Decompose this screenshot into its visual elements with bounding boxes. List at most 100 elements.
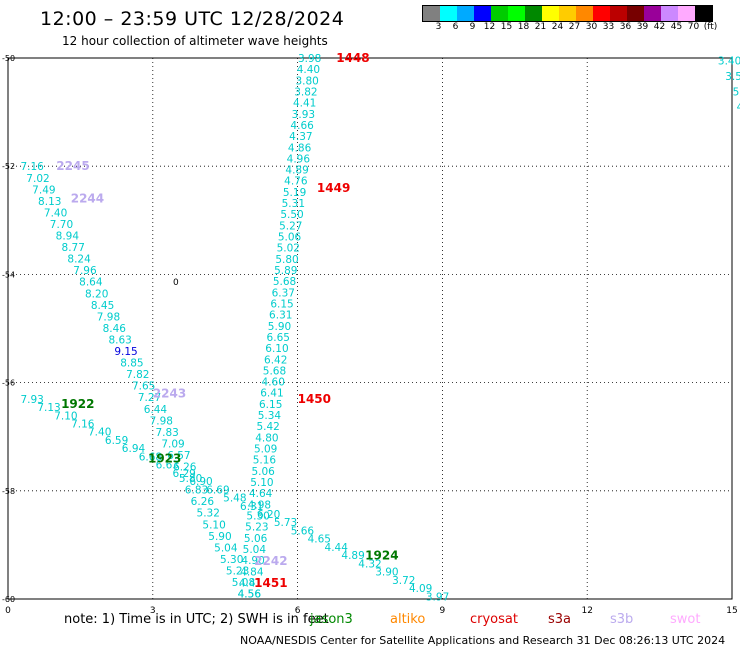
pass-time-label: 1924 xyxy=(365,549,398,563)
wave-height-value: 5.89 xyxy=(274,265,297,277)
wave-height-value: 6.41 xyxy=(260,388,283,400)
wave-height-value: 5.04 xyxy=(214,542,238,554)
wave-height-value: 4.60 xyxy=(262,377,285,389)
legend-label: 6 xyxy=(452,22,459,32)
wave-height-value: 3.82 xyxy=(294,86,317,98)
wave-height-value: 3.97 xyxy=(426,591,449,603)
wave-height-value: 4.98 xyxy=(248,499,271,511)
wave-height-value: 5.90 xyxy=(268,321,291,333)
wave-height-value: 5.16 xyxy=(253,455,277,467)
legend-swatch xyxy=(559,6,576,21)
wave-height-value: 7.98 xyxy=(150,415,173,427)
wave-height-value: 6.63 xyxy=(156,460,179,472)
wave-height-value: 5.27 xyxy=(279,220,302,232)
wave-height-value: 5.66 xyxy=(291,525,315,537)
wave-height-value: 6.44 xyxy=(144,404,168,416)
wave-height-value: 4.96 xyxy=(287,153,311,165)
wave-height-value: 5.34 xyxy=(258,410,282,422)
wave-height-value: 5.09 xyxy=(254,444,277,456)
legend-swatch xyxy=(491,6,508,21)
wave-height-value: 8.13 xyxy=(38,196,61,208)
wave-height-value: 7.49 xyxy=(32,184,55,196)
wave-height-value: 4.56 xyxy=(238,589,262,601)
wave-height-value: 7.98 xyxy=(97,311,120,323)
wave-height-value: 5.23 xyxy=(226,565,249,577)
wave-height-value: 6.26 xyxy=(173,462,197,474)
wave-height-value: 7.40 xyxy=(88,427,111,439)
wave-height-value: 6.10 xyxy=(265,343,288,355)
wave-height-value: 4.89 xyxy=(285,165,308,177)
legend-swatch xyxy=(644,6,661,21)
wave-height-value: 8.63 xyxy=(108,334,131,346)
wave-height-value: 5.02 xyxy=(277,243,300,255)
legend-swatch xyxy=(593,6,610,21)
lat-tick-label: -60 xyxy=(2,595,15,604)
wave-height-value: 6.42 xyxy=(264,354,287,366)
lat-tick-label: -50 xyxy=(2,54,15,63)
wave-height-value: 4.90 xyxy=(241,555,264,567)
wave-height-value: 6.57 xyxy=(167,450,190,462)
wave-height-value: 7.65 xyxy=(132,381,155,393)
mission-label-swot: swot xyxy=(670,612,701,627)
legend-label: 33 xyxy=(602,22,615,32)
pass-time-label: 2243 xyxy=(153,386,186,400)
wave-height-value: 4.56 xyxy=(238,589,262,601)
wave-height-value: 3.40 xyxy=(718,56,740,68)
wave-height-value: 8.20 xyxy=(85,288,108,300)
wave-height-value: 4.41 xyxy=(293,98,316,110)
wave-height-value: 5.08 xyxy=(232,577,255,589)
wave-height-value: 4.41 xyxy=(239,577,262,589)
wave-height-value: 5.30 xyxy=(246,510,269,522)
wave-height-value: 3.5 xyxy=(725,71,740,83)
legend-swatch xyxy=(508,6,525,21)
wave-height-value: 7.83 xyxy=(155,427,178,439)
wave-height-value: 7.13 xyxy=(37,402,60,414)
wave-height-value: 4.40 xyxy=(297,64,320,76)
legend-label: 24 xyxy=(551,22,564,32)
wave-height-value: 8.45 xyxy=(91,300,114,312)
wave-height-value: 7.40 xyxy=(44,207,67,219)
legend-label: 30 xyxy=(585,22,598,32)
wave-height-value: 8.94 xyxy=(56,231,80,243)
lat-tick-label: -58 xyxy=(2,487,15,496)
pass-time-label: 1449 xyxy=(317,181,350,195)
legend-label: 9 xyxy=(469,22,476,32)
wave-height-value: 7.82 xyxy=(126,369,149,381)
wave-height-value: 3.93 xyxy=(292,109,315,121)
wave-height-value: 8.64 xyxy=(79,277,103,289)
wave-height-value: 6.68 xyxy=(139,451,162,463)
pass-time-label: 2242 xyxy=(254,554,287,568)
wave-height-value: 4.65 xyxy=(308,534,331,546)
pass-time-label: 1451 xyxy=(254,576,287,590)
mission-label-altiko: altiko xyxy=(390,612,426,627)
wave-height-value: 5.06 xyxy=(244,533,268,545)
mission-label-s3b: s3b xyxy=(610,612,634,627)
wave-height-value: 5.10 xyxy=(202,519,225,531)
wave-height-value: 6.90 xyxy=(189,476,212,488)
axis-ticks: 0 3 6 9 12 15 -50 -52 -54 -56 -58 -60 xyxy=(2,54,738,616)
wave-height-value: 3.72 xyxy=(392,575,415,587)
legend-swatch xyxy=(474,6,491,21)
mission-label-jason3: jason3 xyxy=(310,612,353,627)
wave-height-value: 8.85 xyxy=(120,358,143,370)
wave-height-value: 7.16 xyxy=(71,419,95,431)
wave-height-value: 4.37 xyxy=(289,131,312,143)
wave-height-value: 5.23 xyxy=(245,522,268,534)
pass-time-label: 2245 xyxy=(56,159,89,173)
wave-height-value: 3.80 xyxy=(295,75,318,87)
wave-height-value: 4.86 xyxy=(288,142,312,154)
wave-height-value: 5.31 xyxy=(282,198,305,210)
wave-height-value: 7.10 xyxy=(54,410,77,422)
wave-height-value: 6.94 xyxy=(122,443,146,455)
wave-height-value: 4.84 xyxy=(240,566,264,578)
lat-tick-label: -52 xyxy=(2,162,15,171)
wave-height-value: 5.50 xyxy=(280,209,303,221)
wave-height-value: 4.76 xyxy=(284,176,308,188)
color-legend xyxy=(422,5,713,22)
wave-height-value: 5.10 xyxy=(250,477,273,489)
wave-height-value: 6.69 xyxy=(206,484,229,496)
wave-height-value: 6.15 xyxy=(259,399,282,411)
lon-tick-label: 12 xyxy=(581,606,592,616)
legend-label: 39 xyxy=(636,22,649,32)
wave-height-value: 5.04 xyxy=(243,544,267,556)
